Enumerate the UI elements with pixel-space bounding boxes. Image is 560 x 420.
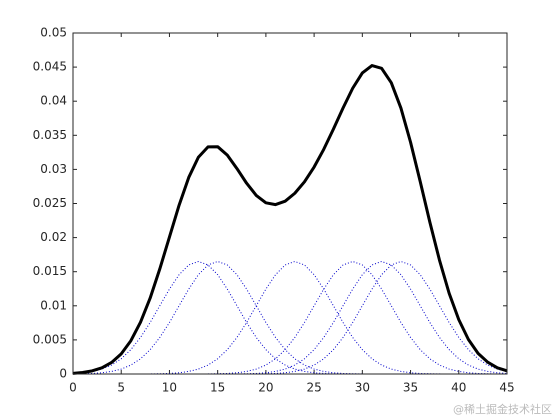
- y-tick-label: 0: [59, 367, 67, 381]
- x-tick-label: 40: [451, 381, 466, 395]
- x-tick-label: 5: [117, 381, 125, 395]
- y-tick-label: 0.03: [40, 162, 67, 176]
- watermark: @稀土掘金技术社区: [453, 402, 552, 416]
- y-tick-label: 0.025: [33, 196, 67, 210]
- y-tick-label: 0.035: [33, 128, 67, 142]
- y-tick-label: 0.05: [40, 26, 67, 40]
- y-tick-label: 0.01: [40, 298, 67, 312]
- x-tick-label: 10: [162, 381, 177, 395]
- y-tick-label: 0.015: [33, 264, 67, 278]
- y-tick-label: 0.04: [40, 94, 67, 108]
- y-tick-label: 0.02: [40, 230, 67, 244]
- series-line: [72, 64, 508, 375]
- x-tick-label: 0: [69, 381, 77, 395]
- y-tick-label: 0.005: [33, 332, 67, 346]
- x-tick-label: 35: [403, 381, 418, 395]
- series-line: [72, 260, 507, 375]
- axes-box: [72, 32, 508, 375]
- x-tick-label: 25: [306, 381, 321, 395]
- plot-area: [73, 33, 507, 374]
- y-tick-label: 0.045: [33, 60, 67, 74]
- x-tick-label: 15: [210, 381, 225, 395]
- x-tick-label: 30: [355, 381, 370, 395]
- x-tick-label: 45: [499, 381, 514, 395]
- x-tick-label: 20: [258, 381, 273, 395]
